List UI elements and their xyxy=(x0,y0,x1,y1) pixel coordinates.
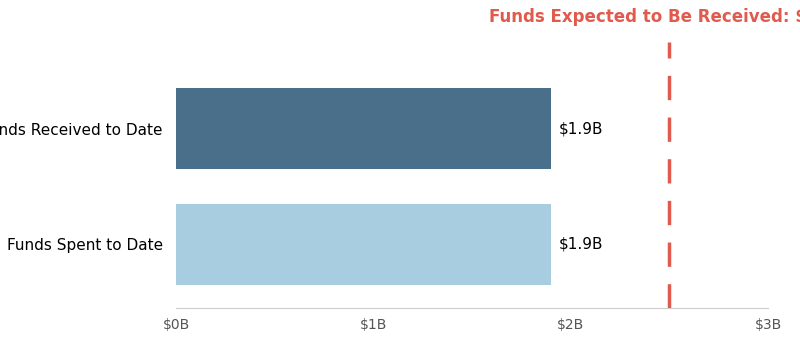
Bar xyxy=(176,88,551,169)
Bar xyxy=(176,204,551,285)
Text: $1.9B: $1.9B xyxy=(559,237,603,252)
Text: Funds Expected to Be Received: $2.5B: Funds Expected to Be Received: $2.5B xyxy=(490,8,800,26)
Text: $1.9B: $1.9B xyxy=(559,121,603,136)
